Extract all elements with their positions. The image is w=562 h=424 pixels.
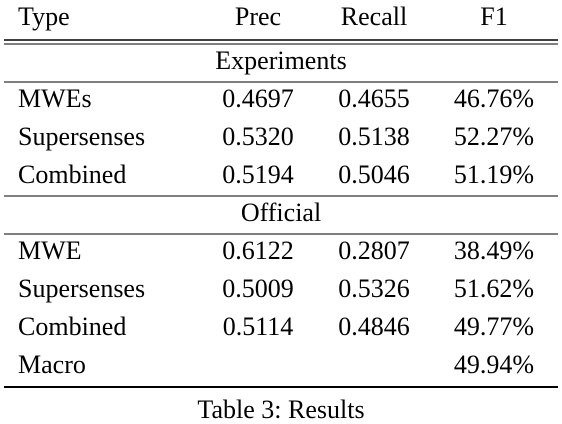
value-cell: 0.5138: [338, 122, 410, 151]
header-cell: Recall: [341, 2, 407, 31]
type-cell: MWE: [18, 236, 82, 265]
section-title: Experiments: [215, 46, 346, 75]
value-cell: 0.5320: [222, 122, 294, 151]
type-cell: MWEs: [18, 84, 92, 113]
header-cell: F1: [480, 2, 507, 31]
type-cell: Combined: [18, 160, 126, 189]
value-cell: 52.27%: [454, 122, 534, 151]
section-title: Official: [241, 198, 321, 227]
value-cell: 0.5114: [223, 312, 294, 341]
value-cell: 0.5326: [338, 274, 410, 303]
value-cell: 0.4655: [338, 84, 410, 113]
type-cell: Macro: [18, 350, 86, 379]
value-cell: 0.6122: [222, 236, 294, 265]
value-cell: 49.94%: [454, 350, 534, 379]
value-cell: 51.62%: [454, 274, 534, 303]
caption: Table 3: Results: [197, 395, 364, 424]
value-cell: 0.5194: [222, 160, 294, 189]
header-cell: Prec: [235, 2, 281, 31]
value-cell: 38.49%: [454, 236, 534, 265]
type-cell: Combined: [18, 312, 126, 341]
value-cell: 46.76%: [454, 84, 534, 113]
type-cell: Supersenses: [18, 122, 145, 151]
value-cell: 0.5046: [338, 160, 410, 189]
value-cell: 0.4846: [338, 312, 410, 341]
value-cell: 0.2807: [338, 236, 410, 265]
value-cell: 0.5009: [222, 274, 294, 303]
type-cell: Supersenses: [18, 274, 145, 303]
value-cell: 51.19%: [454, 160, 534, 189]
value-cell: 49.77%: [454, 312, 534, 341]
value-cell: 0.4697: [222, 84, 294, 113]
header-cell: Type: [18, 2, 70, 31]
